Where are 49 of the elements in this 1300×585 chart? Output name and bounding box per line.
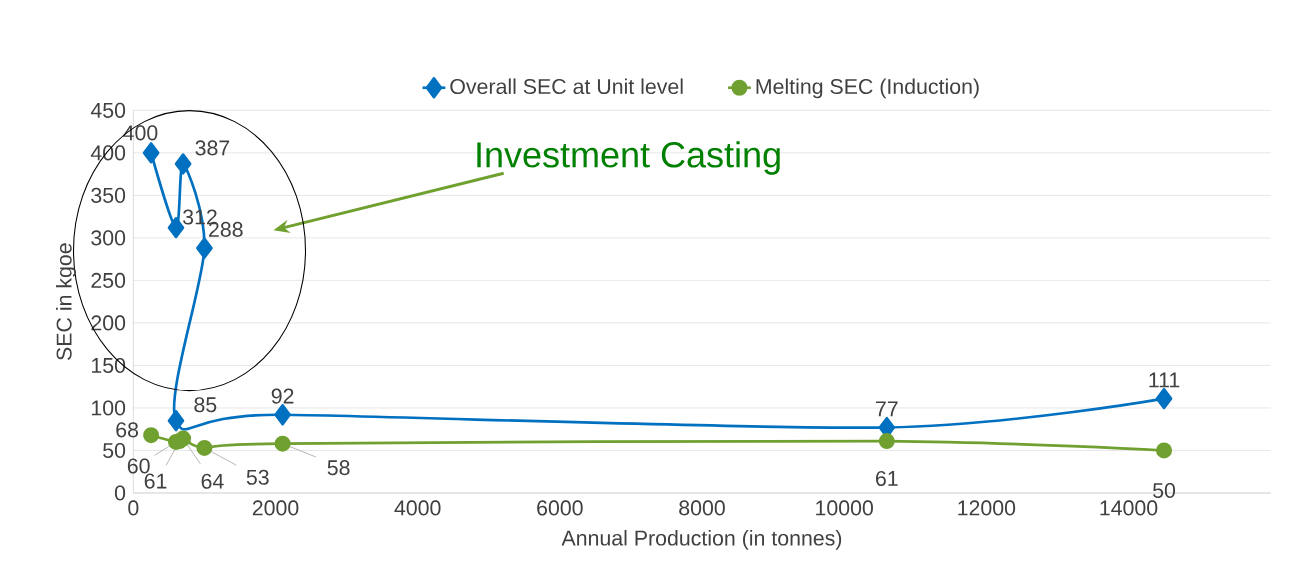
x-tick-label: 6000 — [537, 500, 583, 516]
y-tick-label: 50 — [103, 442, 126, 459]
y-tick-label: 200 — [91, 315, 126, 331]
x-tick-label: 2000 — [252, 500, 299, 516]
y-tick-label: 350 — [91, 187, 126, 203]
point — [175, 430, 192, 447]
x-tick-label: 0 — [128, 500, 139, 516]
x-tick-label: 10000 — [816, 500, 873, 516]
data-label: 68 — [116, 422, 139, 438]
point — [167, 217, 185, 239]
point — [143, 427, 160, 444]
x-tick-label: 8000 — [679, 500, 725, 516]
legend-label: Melting SEC (Induction) — [756, 78, 979, 99]
data-label: 60 — [127, 458, 150, 474]
data-label: 85 — [194, 397, 217, 413]
point — [1155, 387, 1173, 410]
point — [196, 237, 213, 259]
data-label: 64 — [201, 473, 224, 489]
y-tick-label: 100 — [92, 400, 126, 416]
point — [142, 142, 160, 164]
y-tick-label: 150 — [92, 357, 126, 373]
x-tick-label: 4000 — [394, 500, 441, 516]
point — [878, 433, 895, 450]
y-tick-label: 0 — [114, 485, 126, 501]
data-label: 92 — [271, 388, 294, 404]
y-tick-label: 450 — [90, 102, 126, 118]
data-label: 400 — [123, 125, 158, 141]
data-label: 61 — [144, 473, 167, 489]
point — [174, 153, 192, 175]
data-label: 61 — [876, 470, 898, 486]
y-tick-label: 250 — [91, 272, 126, 288]
x-tick-label: 12000 — [958, 500, 1016, 516]
legend-label: Overall SEC at Unit level — [450, 78, 683, 95]
y-axis-title: SEC in kgoe — [56, 243, 76, 360]
point — [167, 410, 185, 432]
y-tick-label: 300 — [91, 230, 126, 246]
data-label: 77 — [876, 401, 898, 417]
point — [274, 404, 291, 426]
x-tick-label: 14000 — [1100, 500, 1158, 516]
annotation: Investment Casting — [477, 141, 780, 175]
point — [196, 439, 213, 456]
data-label: 53 — [246, 469, 269, 485]
point — [1156, 442, 1173, 459]
data-label: 58 — [327, 460, 350, 476]
x-axis-title: Annual Production (in tonnes) — [561, 529, 842, 550]
data-label: 387 — [195, 140, 230, 156]
data-label: 50 — [1153, 482, 1176, 499]
point — [274, 435, 291, 452]
data-label: 111 — [1149, 372, 1180, 388]
